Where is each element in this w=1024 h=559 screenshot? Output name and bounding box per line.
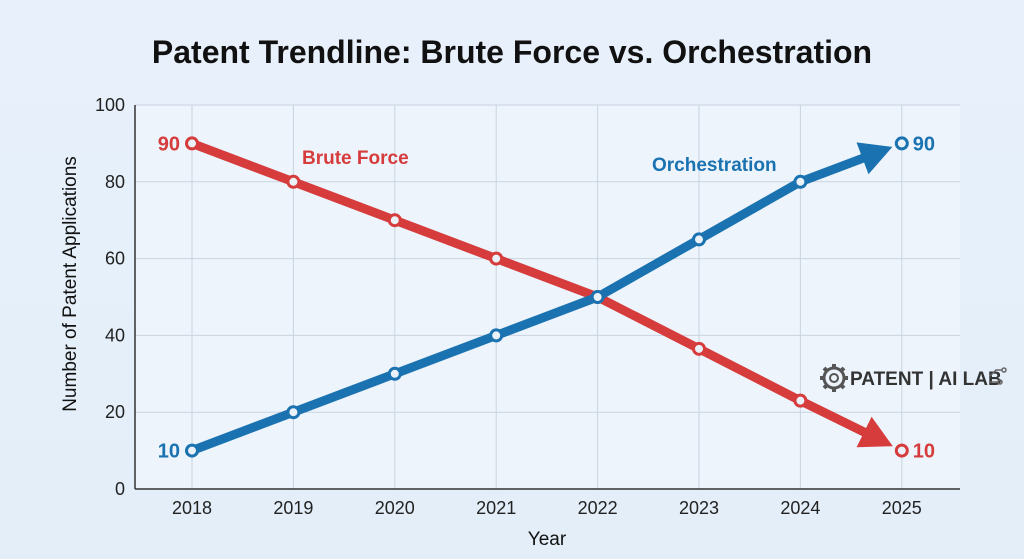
series-label-brute-force: Brute Force <box>302 148 409 169</box>
data-point-brute-force <box>489 251 504 266</box>
series-layer <box>185 136 909 458</box>
series-line-orchestration <box>187 152 871 456</box>
y-tick-label: 0 <box>115 479 125 499</box>
x-axis-ticks: 2018 2019 2020 2021 2022 2023 2024 2025 <box>172 498 922 518</box>
x-tick-label: 2023 <box>679 498 719 518</box>
plot-area <box>135 105 960 489</box>
axes <box>134 105 960 490</box>
x-tick-label: 2019 <box>273 498 313 518</box>
data-point-brute-force <box>387 213 402 228</box>
data-point-orchestration <box>894 136 909 151</box>
x-tick-label: 2021 <box>476 498 516 518</box>
x-axis-label: Year <box>528 529 567 550</box>
arrow-head-brute-force <box>856 416 893 448</box>
gear-icon <box>820 364 848 392</box>
data-point-orchestration <box>692 232 706 247</box>
series-labels: 90 10 10 90 Brute Force Orchestration <box>158 133 935 462</box>
y-axis-label: Number of Patent Applications <box>60 156 81 412</box>
x-tick-label: 2022 <box>578 498 618 518</box>
data-point-brute-force <box>894 443 909 458</box>
start-value-label: 90 <box>158 133 180 155</box>
data-point-brute-force <box>793 393 808 408</box>
data-point-orchestration <box>286 405 301 420</box>
y-axis-ticks: 0 20 40 60 80 100 <box>95 95 125 499</box>
end-value-label: 90 <box>913 133 935 155</box>
end-value-label: 10 <box>913 441 935 463</box>
grid <box>135 104 960 489</box>
x-tick-label: 2018 <box>172 498 212 518</box>
data-point-brute-force <box>286 174 301 189</box>
data-point-orchestration <box>793 174 808 189</box>
data-point-orchestration <box>387 366 402 381</box>
data-point-orchestration <box>185 443 199 458</box>
y-tick-label: 40 <box>105 325 125 345</box>
chart-title: Patent Trendline: Brute Force vs. Orches… <box>152 34 872 70</box>
logo: PATENT | AI LAB <box>820 364 1007 392</box>
arrow-head-orchestration <box>856 142 893 175</box>
data-point-brute-force <box>692 341 706 356</box>
data-point-orchestration <box>590 290 605 304</box>
data-point-brute-force <box>185 136 199 151</box>
x-tick-label: 2024 <box>780 498 820 518</box>
x-tick-label: 2020 <box>375 498 415 518</box>
x-tick-label: 2025 <box>882 498 922 518</box>
y-tick-label: 80 <box>105 172 125 192</box>
circuit-icon <box>989 367 1007 385</box>
data-point-orchestration <box>489 328 504 343</box>
y-tick-label: 20 <box>105 402 125 422</box>
logo-text: PATENT | AI LAB <box>850 369 1002 390</box>
start-value-label: 10 <box>158 441 180 463</box>
y-tick-label: 100 <box>95 95 125 115</box>
series-line-brute-force <box>187 138 873 439</box>
y-tick-label: 60 <box>105 249 125 269</box>
series-label-orchestration: Orchestration <box>652 155 777 176</box>
